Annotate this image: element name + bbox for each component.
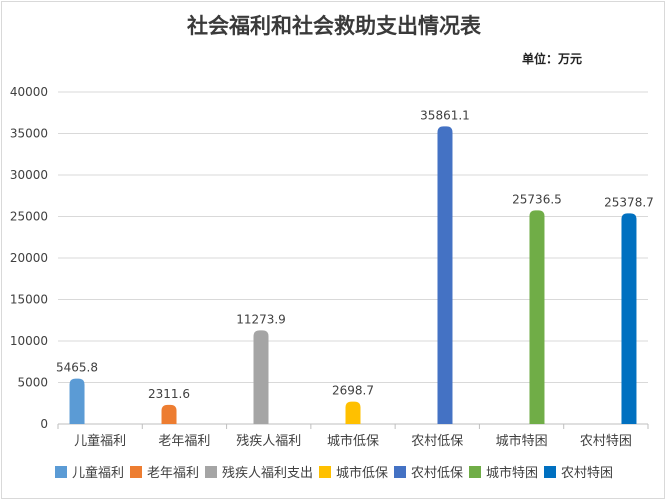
x-category-label: 农村低保 bbox=[411, 434, 463, 449]
gridlines bbox=[58, 91, 648, 425]
legend-label: 农村低保 bbox=[411, 466, 463, 481]
legend-swatch bbox=[544, 466, 556, 478]
data-label: 5465.8 bbox=[56, 361, 98, 375]
data-label: 25378.7 bbox=[604, 195, 654, 209]
data-labels: 5465.8 2311.6 11273.9 2698.7 35861.1 25736.5 2… bbox=[56, 108, 654, 400]
chart-title: 社会福利和社会救助支出情况表 bbox=[186, 13, 482, 38]
legend-swatch bbox=[394, 466, 406, 478]
legend: 儿童福利 老年福利 残疾人福利支出 城市低保 农村低保 城市特困 农村特困 bbox=[55, 465, 613, 481]
bar bbox=[253, 330, 269, 424]
bar bbox=[529, 210, 545, 424]
y-tick-label: 20000 bbox=[10, 251, 48, 265]
bar bbox=[161, 404, 177, 424]
x-category-label: 老年福利 bbox=[158, 434, 210, 449]
x-category-label: 儿童福利 bbox=[74, 433, 126, 449]
legend-swatch bbox=[469, 466, 481, 478]
data-label: 25736.5 bbox=[512, 192, 562, 206]
y-tick-label: 40000 bbox=[10, 85, 48, 99]
legend-swatch bbox=[205, 466, 217, 478]
bars bbox=[69, 126, 637, 424]
legend-label: 城市特困 bbox=[486, 465, 538, 481]
x-category-label: 城市低保 bbox=[327, 433, 379, 449]
data-label: 11273.9 bbox=[236, 312, 286, 326]
legend-swatch bbox=[130, 466, 142, 478]
y-tick-label: 35000 bbox=[10, 127, 48, 141]
legend-label: 儿童福利 bbox=[72, 465, 124, 481]
data-label: 2698.7 bbox=[332, 384, 374, 398]
bar bbox=[345, 401, 361, 424]
data-label: 2311.6 bbox=[148, 387, 190, 401]
y-tick-label: 10000 bbox=[10, 334, 48, 348]
bar bbox=[437, 126, 453, 424]
legend-label: 残疾人福利支出 bbox=[222, 466, 313, 481]
x-axis: 儿童福利 老年福利 残疾人福利 城市低保 农村低保 城市特困 农村特困 bbox=[57, 424, 649, 449]
legend-label: 农村特困 bbox=[561, 466, 613, 481]
y-axis: 0 5000 10000 15000 20000 25000 30000 35000 40000 bbox=[10, 85, 48, 431]
bar bbox=[69, 378, 85, 424]
unit-label: 单位：万元 bbox=[522, 51, 582, 66]
y-tick-label: 15000 bbox=[10, 293, 48, 307]
y-tick-label: 5000 bbox=[17, 376, 48, 390]
y-tick-label: 25000 bbox=[10, 210, 48, 224]
legend-label: 城市低保 bbox=[336, 465, 388, 481]
x-category-label: 城市特困 bbox=[496, 433, 548, 449]
data-label: 35861.1 bbox=[420, 108, 470, 122]
y-tick-label: 30000 bbox=[10, 168, 48, 182]
y-tick-label: 0 bbox=[40, 417, 48, 431]
legend-swatch bbox=[319, 466, 331, 478]
x-category-label: 农村特困 bbox=[580, 434, 632, 449]
x-category-label: 残疾人福利 bbox=[236, 434, 301, 449]
legend-swatch bbox=[55, 466, 67, 478]
legend-label: 老年福利 bbox=[147, 466, 199, 481]
bar bbox=[621, 213, 637, 424]
